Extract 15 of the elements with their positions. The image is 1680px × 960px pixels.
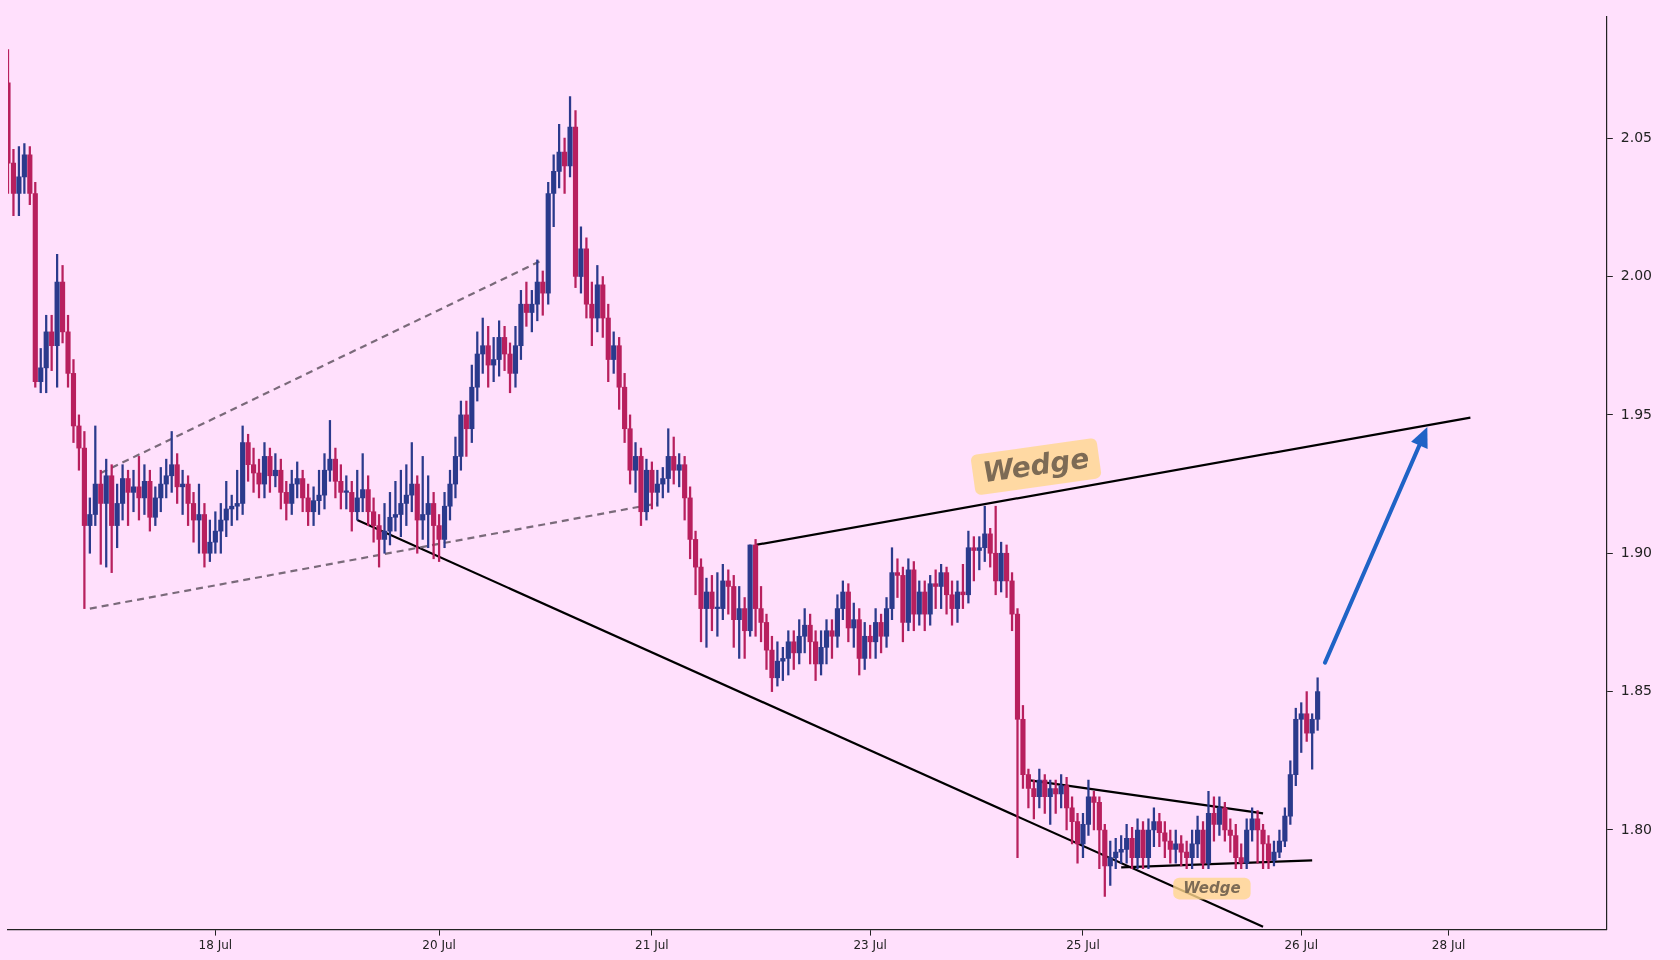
y-tick-label: 1.80 — [1620, 820, 1652, 837]
x-tick-label: 26 Jul — [1284, 937, 1319, 952]
x-tick-label: 21 Jul — [635, 937, 669, 952]
annotation: Wedge — [1183, 879, 1241, 898]
y-tick-label: 1.95 — [1620, 405, 1652, 422]
y-tick-label: 2.05 — [1620, 128, 1652, 145]
y-tick-label: 1.90 — [1620, 543, 1652, 560]
y-tick-label: 1.85 — [1620, 682, 1652, 699]
x-tick-label: 25 Jul — [1066, 937, 1100, 952]
x-tick-label: 23 Jul — [853, 937, 887, 952]
y-tick-label: 2.00 — [1620, 267, 1652, 284]
annotation: Wedge — [980, 441, 1092, 490]
x-tick-label: 28 Jul — [1431, 937, 1466, 952]
x-tick-label: 20 Jul — [422, 937, 456, 952]
x-tick-label: 18 Jul — [198, 937, 233, 952]
